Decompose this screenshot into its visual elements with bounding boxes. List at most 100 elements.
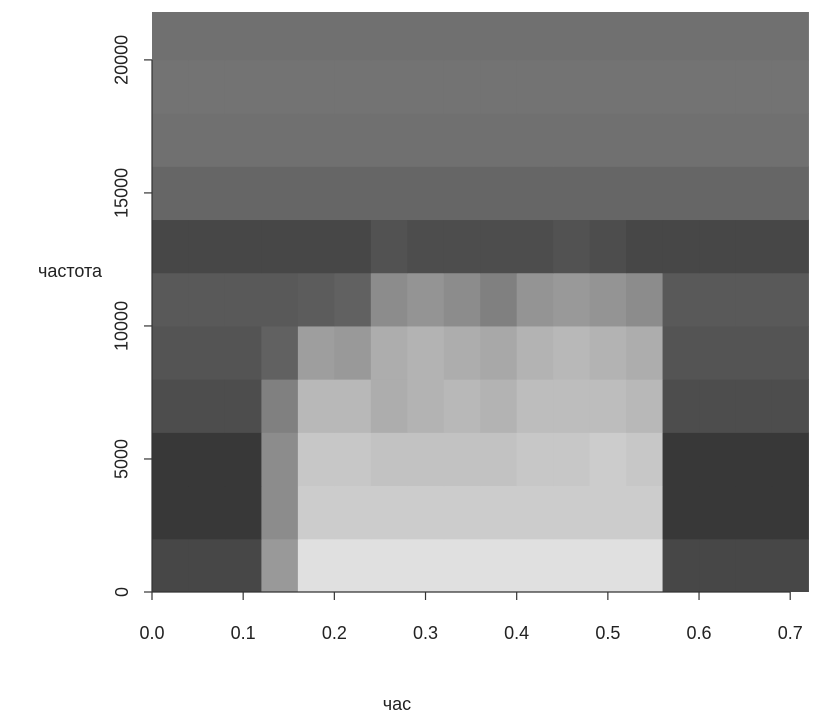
cell	[553, 166, 591, 221]
cell	[771, 432, 809, 487]
cell	[480, 59, 518, 114]
cell	[188, 272, 226, 327]
cell	[771, 325, 809, 380]
cell	[261, 538, 299, 592]
cell	[699, 12, 737, 61]
cell	[261, 166, 299, 221]
cell	[735, 325, 773, 380]
cell	[188, 113, 226, 167]
cell	[771, 538, 809, 592]
cell	[626, 272, 664, 327]
cell	[370, 432, 408, 487]
cell	[699, 219, 737, 274]
cell	[480, 379, 518, 433]
cell	[224, 59, 262, 114]
cell	[626, 325, 664, 380]
cell	[771, 59, 809, 114]
cell	[516, 59, 554, 114]
cell	[407, 432, 445, 487]
cell	[188, 166, 226, 221]
cell	[626, 538, 664, 592]
cell	[626, 379, 664, 433]
cell	[334, 166, 372, 221]
cell	[626, 432, 664, 487]
cell	[516, 325, 554, 380]
cell	[626, 219, 664, 274]
x-tick-label: 0.1	[231, 623, 256, 643]
cell	[443, 379, 481, 433]
cell	[771, 272, 809, 327]
cell	[443, 272, 481, 327]
cell	[297, 325, 335, 380]
cell	[699, 379, 737, 433]
cell	[334, 432, 372, 487]
cell	[407, 538, 445, 592]
cell	[480, 12, 518, 61]
cell	[443, 59, 481, 114]
cell	[188, 432, 226, 487]
cell	[771, 113, 809, 167]
cell	[334, 485, 372, 540]
cell	[480, 432, 518, 487]
cell	[334, 113, 372, 167]
cell	[407, 113, 445, 167]
cell	[334, 379, 372, 433]
cell	[224, 166, 262, 221]
cell	[699, 538, 737, 592]
cell	[662, 538, 700, 592]
cell	[589, 219, 627, 274]
cell	[334, 59, 372, 114]
cell	[516, 113, 554, 167]
cell	[553, 325, 591, 380]
cell	[735, 219, 773, 274]
cell	[662, 12, 700, 61]
cell	[771, 166, 809, 221]
cell	[407, 485, 445, 540]
y-axis-label: частота	[38, 261, 103, 281]
cell	[152, 432, 189, 487]
cell	[589, 166, 627, 221]
cell	[662, 379, 700, 433]
cell	[370, 379, 408, 433]
cell	[261, 485, 299, 540]
cell	[370, 166, 408, 221]
cell	[699, 485, 737, 540]
cell	[662, 166, 700, 221]
cell	[370, 485, 408, 540]
cell	[443, 12, 481, 61]
cell	[224, 12, 262, 61]
cell	[334, 538, 372, 592]
cell	[480, 166, 518, 221]
cell	[735, 272, 773, 327]
cell	[662, 432, 700, 487]
y-tick-label: 5000	[112, 439, 132, 479]
cell	[589, 485, 627, 540]
cell	[589, 325, 627, 380]
cell	[662, 113, 700, 167]
cell	[297, 113, 335, 167]
cell	[297, 219, 335, 274]
cell	[407, 59, 445, 114]
cell	[480, 219, 518, 274]
cell	[297, 59, 335, 114]
cell	[662, 219, 700, 274]
cell	[735, 166, 773, 221]
cell	[334, 12, 372, 61]
spectrogram-image	[152, 12, 809, 592]
cell	[735, 379, 773, 433]
cell	[370, 538, 408, 592]
cell	[261, 59, 299, 114]
cell	[297, 272, 335, 327]
cell	[589, 432, 627, 487]
cell	[407, 12, 445, 61]
cell	[589, 272, 627, 327]
cell	[553, 219, 591, 274]
cell	[699, 113, 737, 167]
cell	[553, 59, 591, 114]
cell	[224, 219, 262, 274]
cell	[626, 12, 664, 61]
cell	[261, 272, 299, 327]
cell	[699, 272, 737, 327]
cell	[152, 113, 189, 167]
x-tick-label: 0.0	[139, 623, 164, 643]
